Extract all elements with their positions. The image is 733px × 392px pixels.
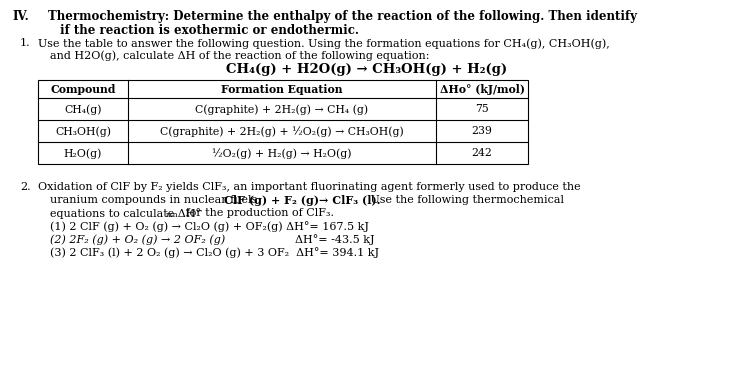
Text: ½O₂(g) + H₂(g) → H₂O(g): ½O₂(g) + H₂(g) → H₂O(g) — [213, 148, 352, 159]
Text: 75: 75 — [475, 104, 489, 114]
Bar — [38, 80, 528, 164]
Text: C(graphite) + 2H₂(g) + ½O₂(g) → CH₃OH(g): C(graphite) + 2H₂(g) + ½O₂(g) → CH₃OH(g) — [160, 126, 404, 137]
Text: (3) 2 ClF₃ (l) + 2 O₂ (g) → Cl₂O (g) + 3 OF₂  ΔH°= 394.1 kJ: (3) 2 ClF₃ (l) + 2 O₂ (g) → Cl₂O (g) + 3… — [50, 247, 379, 258]
Text: Formation Equation: Formation Equation — [221, 84, 343, 95]
Text: if the reaction is exothermic or endothermic.: if the reaction is exothermic or endothe… — [60, 24, 359, 37]
Text: 1.: 1. — [20, 38, 31, 48]
Text: IV.: IV. — [12, 10, 29, 23]
Text: CH₃OH(g): CH₃OH(g) — [55, 126, 111, 136]
Text: CH₄(g): CH₄(g) — [65, 104, 102, 114]
Text: (2) 2F₂ (g) + O₂ (g) → 2 OF₂ (g): (2) 2F₂ (g) + O₂ (g) → 2 OF₂ (g) — [50, 234, 225, 245]
Text: Use the following thermochemical: Use the following thermochemical — [367, 195, 564, 205]
Text: H₂O(g): H₂O(g) — [64, 148, 102, 158]
Text: and H2O(g), calculate ΔH of the reaction of the following equation:: and H2O(g), calculate ΔH of the reaction… — [50, 50, 430, 60]
Text: ClF (g) + F₂ (g)→ ClF₃ (l).: ClF (g) + F₂ (g)→ ClF₃ (l). — [224, 195, 380, 206]
Text: Use the table to answer the following question. Using the formation equations fo: Use the table to answer the following qu… — [38, 38, 610, 49]
Text: 242: 242 — [471, 148, 493, 158]
Text: ΔHᴏ° (kJ/mol): ΔHᴏ° (kJ/mol) — [440, 84, 525, 95]
Text: Compound: Compound — [51, 84, 116, 95]
Text: (1) 2 ClF (g) + O₂ (g) → Cl₂O (g) + OF₂(g) ΔH°= 167.5 kJ: (1) 2 ClF (g) + O₂ (g) → Cl₂O (g) + OF₂(… — [50, 221, 369, 232]
Text: 2.: 2. — [20, 182, 31, 192]
Text: 239: 239 — [471, 126, 493, 136]
Text: ΔH°= -43.5 kJ: ΔH°= -43.5 kJ — [295, 234, 375, 245]
Text: equations to calculate ΔH°: equations to calculate ΔH° — [50, 208, 201, 219]
Text: uranium compounds in nuclear fuels:: uranium compounds in nuclear fuels: — [50, 195, 265, 205]
Text: for the production of ClF₃.: for the production of ClF₃. — [182, 208, 334, 218]
Text: Oxidation of ClF by F₂ yields ClF₃, an important fluorinating agent formerly use: Oxidation of ClF by F₂ yields ClF₃, an i… — [38, 182, 581, 192]
Text: rxn: rxn — [166, 211, 178, 219]
Text: CH₄(g) + H2O(g) → CH₃OH(g) + H₂(g): CH₄(g) + H2O(g) → CH₃OH(g) + H₂(g) — [226, 63, 507, 76]
Text: Thermochemistry: Determine the enthalpy of the reaction of the following. Then i: Thermochemistry: Determine the enthalpy … — [48, 10, 637, 23]
Text: C(graphite) + 2H₂(g) → CH₄ (g): C(graphite) + 2H₂(g) → CH₄ (g) — [196, 104, 369, 114]
